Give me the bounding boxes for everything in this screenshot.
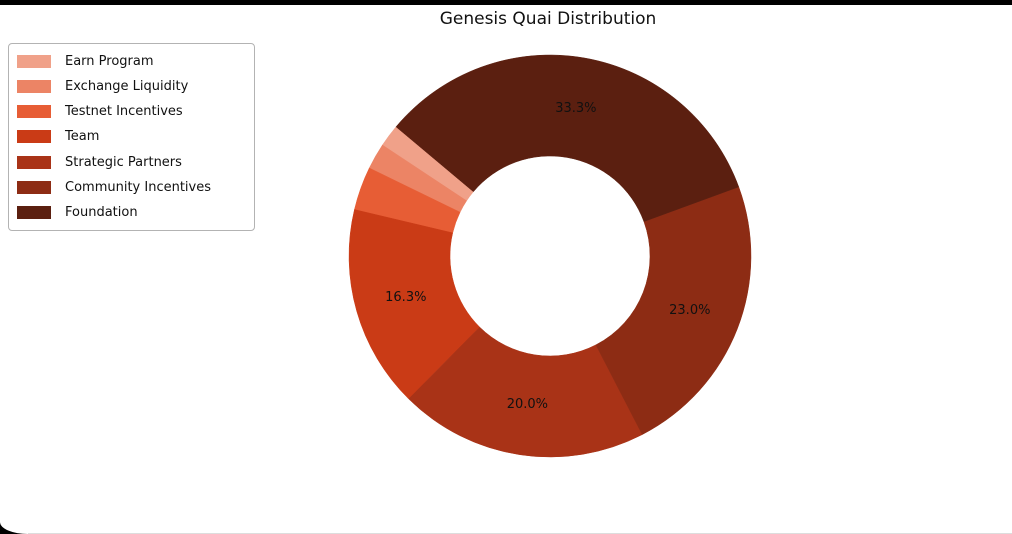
legend-swatch-icon bbox=[17, 205, 51, 219]
pie-slice bbox=[395, 54, 740, 222]
pct-label: 16.3% bbox=[385, 290, 426, 305]
legend-swatch-icon bbox=[17, 130, 51, 144]
legend: Earn Program Exchange Liquidity Testnet In… bbox=[8, 43, 255, 231]
window-top-bar bbox=[0, 0, 1012, 5]
legend-item-label: Strategic Partners bbox=[65, 154, 182, 170]
pct-label: 20.0% bbox=[507, 397, 548, 412]
pie-slice bbox=[595, 186, 752, 435]
legend-item-label: Foundation bbox=[65, 204, 138, 220]
legend-item: Earn Program bbox=[17, 54, 246, 69]
legend-item-label: Team bbox=[65, 129, 100, 145]
legend-item: Foundation bbox=[17, 205, 246, 220]
legend-item-label: Testnet Incentives bbox=[65, 104, 183, 120]
legend-item-label: Community Incentives bbox=[65, 179, 212, 195]
legend-swatch-icon bbox=[17, 155, 51, 169]
pct-label: 23.0% bbox=[669, 303, 710, 318]
page-title: Genesis Quai Distribution bbox=[439, 9, 657, 29]
legend-swatch-icon bbox=[17, 105, 51, 119]
legend-item: Team bbox=[17, 129, 246, 144]
legend-swatch-icon bbox=[17, 55, 51, 69]
legend-item: Testnet Incentives bbox=[17, 104, 246, 119]
pie-slice bbox=[408, 326, 643, 458]
legend-swatch-icon bbox=[17, 180, 51, 194]
legend-item-label: Earn Program bbox=[65, 54, 154, 70]
legend-swatch-icon bbox=[17, 80, 51, 94]
pie-slice bbox=[348, 209, 481, 400]
legend-item-label: Exchange Liquidity bbox=[65, 79, 189, 95]
legend-item: Strategic Partners bbox=[17, 155, 246, 170]
legend-item: Community Incentives bbox=[17, 180, 246, 195]
pct-label: 33.3% bbox=[555, 101, 596, 116]
legend-item: Exchange Liquidity bbox=[17, 79, 246, 94]
